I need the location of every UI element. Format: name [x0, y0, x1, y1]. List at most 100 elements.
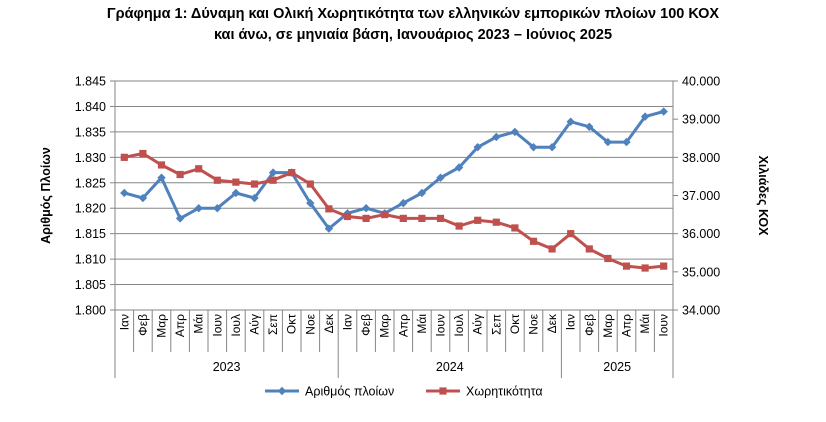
legend-swatch-marker — [439, 387, 447, 395]
y-right-axis-title: Χιλιάδες ΚΟΧ — [756, 156, 770, 237]
y-left-tick-label: 1.825 — [75, 176, 106, 190]
series-point-2 — [399, 214, 407, 222]
series-point-1 — [306, 198, 315, 208]
x-tick-label: Μάι — [192, 314, 206, 334]
y-left-axis-title: Αριθμός Πλοίων — [39, 147, 53, 244]
x-tick-label: Μαρ — [601, 314, 615, 338]
x-tick-label: Νοε — [303, 313, 317, 334]
x-tick-label: Σεπ — [266, 314, 280, 335]
legend-label: Χωρητικότητα — [466, 385, 543, 399]
x-tick-label: Φεβ — [582, 314, 596, 336]
series-point-1 — [566, 117, 575, 126]
chart-title-line-2: και άνω, σε μηνιαία βάση, Ιανουάριος 202… — [213, 27, 613, 43]
x-year-label: 2023 — [213, 360, 241, 374]
x-tick-label: Νοε — [527, 313, 541, 334]
x-tick-label: Φεβ — [136, 314, 150, 336]
series-point-2 — [269, 176, 277, 184]
series-point-1 — [213, 204, 222, 213]
series-point-2 — [641, 264, 649, 272]
y-right-tick-label: 34.000 — [682, 304, 720, 318]
series-point-2 — [418, 214, 426, 222]
series-point-1 — [194, 204, 203, 213]
y-left-tick-label: 1.805 — [75, 278, 106, 292]
series-point-1 — [473, 142, 482, 152]
series-point-1 — [138, 193, 148, 203]
series-point-2 — [436, 214, 445, 222]
series-point-2 — [492, 218, 500, 226]
y-right-tick-label: 36.000 — [682, 227, 720, 241]
y-left-tick-label: 1.830 — [75, 151, 106, 165]
chart-title-line-1: Γράφημα 1: Δύναμη και Ολική Χωρητικότητα… — [106, 6, 720, 22]
y-right-tick-label: 40.000 — [682, 75, 720, 89]
series-point-2 — [176, 170, 184, 179]
series-point-1 — [454, 163, 464, 172]
series-point-1 — [250, 193, 259, 203]
series-point-2 — [474, 216, 482, 224]
x-tick-label: Απρ — [173, 314, 187, 337]
legend-label: Αριθμός πλοίων — [305, 385, 394, 399]
x-tick-label: Μαρ — [378, 314, 392, 338]
series-point-1 — [492, 132, 501, 142]
x-tick-label: Οκτ — [285, 314, 299, 334]
series-point-1 — [120, 188, 129, 198]
series-point-2 — [604, 254, 612, 263]
x-tick-label: Ιαν — [564, 314, 578, 330]
y-left-tick-label: 1.845 — [75, 75, 106, 89]
series-point-2 — [232, 178, 240, 186]
series-point-1 — [175, 214, 185, 223]
series-point-2 — [250, 180, 259, 188]
y-left-tick-label: 1.840 — [75, 100, 106, 114]
y-left-tick-label: 1.800 — [75, 304, 106, 318]
series-point-1 — [529, 142, 538, 152]
y-left-tick-label: 1.820 — [75, 202, 106, 216]
series-point-2 — [381, 210, 389, 219]
series-point-2 — [157, 161, 166, 169]
y-right-tick-label: 38.000 — [682, 151, 720, 165]
x-tick-label: Απρ — [620, 314, 634, 337]
series-point-2 — [325, 205, 333, 213]
series-point-1 — [659, 107, 668, 116]
plot-area-border — [114, 80, 674, 311]
series-point-1 — [640, 112, 650, 121]
series-point-1 — [157, 173, 166, 182]
x-tick-label: Αύγ — [248, 314, 262, 335]
series-point-2 — [362, 214, 370, 222]
series-point-1 — [547, 142, 557, 152]
series-point-2 — [195, 165, 203, 173]
series-point-1 — [361, 204, 371, 213]
legend-swatch-marker — [277, 386, 287, 396]
series-point-2 — [139, 149, 147, 158]
y-right-tick-label: 35.000 — [682, 265, 720, 279]
x-year-label: 2024 — [436, 360, 464, 374]
series-point-1 — [268, 168, 278, 177]
series-point-1 — [417, 188, 427, 198]
series-point-2 — [585, 245, 593, 253]
x-tick-label: Αύγ — [471, 314, 485, 335]
x-tick-label: Ιουν — [657, 314, 671, 337]
series-point-2 — [288, 169, 296, 177]
series-point-2 — [548, 245, 556, 253]
x-tick-label: Σεπ — [489, 314, 503, 335]
series-point-1 — [603, 137, 613, 147]
series-point-1 — [324, 224, 334, 233]
series-point-1 — [510, 127, 520, 137]
x-tick-label: Ιουλ — [229, 314, 243, 337]
series-point-2 — [660, 262, 668, 270]
x-tick-label: Δεκ — [322, 313, 336, 333]
series-point-1 — [436, 173, 445, 182]
x-tick-label: Μαρ — [155, 314, 169, 338]
series-point-2 — [622, 262, 631, 270]
series-point-2 — [343, 212, 352, 221]
y-left-tick-label: 1.810 — [75, 253, 106, 267]
series-point-1 — [399, 198, 408, 208]
x-tick-label: Φεβ — [359, 314, 373, 336]
x-tick-label: Ιαν — [117, 314, 131, 330]
y-right-tick-label: 39.000 — [682, 113, 720, 127]
series-point-2 — [529, 237, 538, 245]
series-point-2 — [306, 180, 314, 188]
x-year-label: 2025 — [603, 360, 631, 374]
x-tick-label: Δεκ — [545, 313, 559, 333]
y-right-tick-label: 37.000 — [682, 189, 720, 203]
